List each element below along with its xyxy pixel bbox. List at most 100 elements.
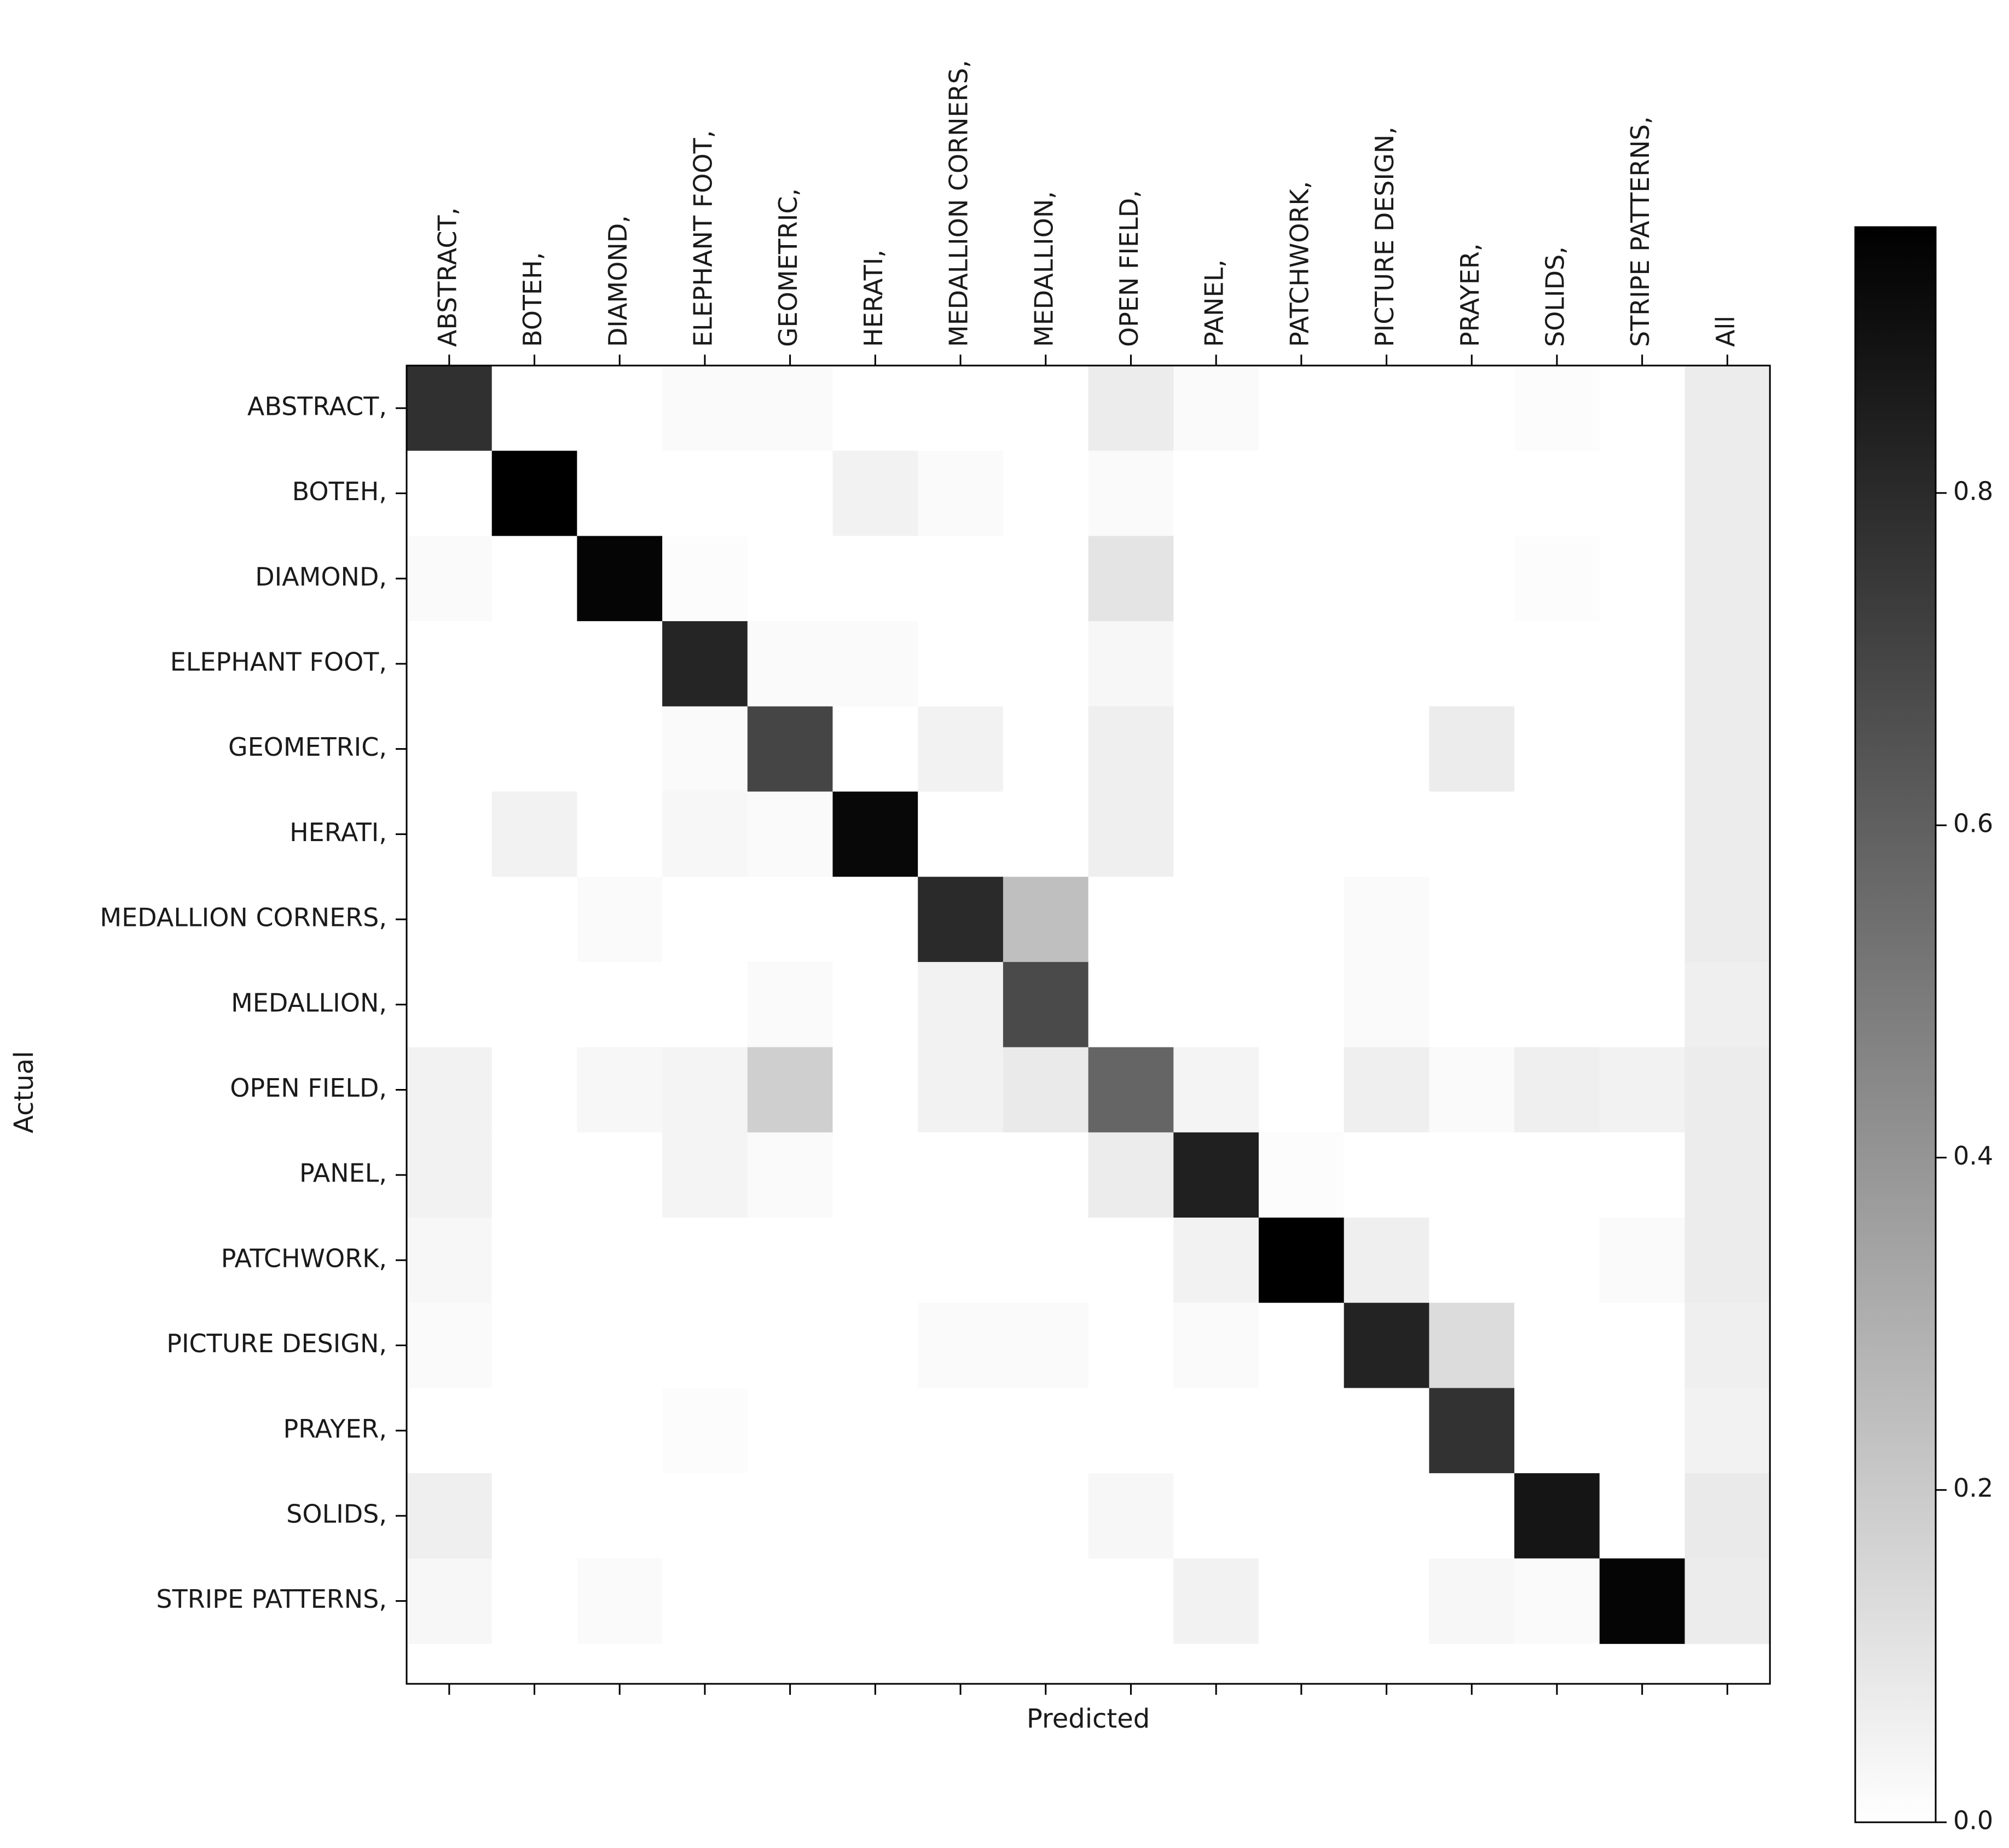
heatmap-cell (1003, 1558, 1089, 1644)
heatmap-cell (747, 1302, 833, 1388)
y-tick-label: ELEPHANT FOOT, (170, 647, 387, 676)
heatmap-cell (1259, 877, 1345, 963)
x-tick-label: MEDALLION, (1029, 191, 1058, 347)
heatmap-cell (1003, 961, 1089, 1048)
heatmap-cell (1429, 961, 1515, 1048)
heatmap-cell (1259, 450, 1345, 536)
x-tick-label: HERATI, (859, 250, 888, 347)
heatmap-cell (1003, 877, 1089, 963)
x-tick-label: All (1711, 316, 1740, 347)
heatmap-cell (1173, 961, 1259, 1048)
heatmap-cell (1599, 1302, 1686, 1388)
x-tick-label: ELEPHANT FOOT, (688, 130, 717, 347)
heatmap-cell (832, 1218, 918, 1304)
heatmap-cell (918, 1558, 1004, 1644)
heatmap-cell (662, 877, 748, 963)
heatmap-cell (832, 1132, 918, 1218)
heatmap-cell (1173, 536, 1259, 622)
heatmap-cell (1088, 1132, 1174, 1218)
heatmap-cell (1684, 450, 1770, 536)
heatmap-cell (577, 877, 663, 963)
heatmap-cell (1259, 621, 1345, 707)
heatmap-cell (1599, 450, 1686, 536)
heatmap-cell (1514, 1388, 1600, 1474)
heatmap-cell (491, 706, 577, 792)
y-tick-label: MEDALLION CORNERS, (100, 903, 387, 932)
colorbar-tick-label: 0.4 (1953, 1141, 1993, 1171)
y-axis-label: Actual (9, 1051, 39, 1133)
heatmap-cell (1599, 1047, 1686, 1133)
heatmap-cell (407, 450, 493, 536)
heatmap-cell (1173, 1047, 1259, 1133)
heatmap-cell (407, 791, 493, 877)
heatmap-cell (747, 1473, 833, 1559)
heatmap-cell (1173, 877, 1259, 963)
heatmap-cell (1344, 961, 1429, 1048)
heatmap-cell (1088, 961, 1174, 1048)
heatmap-cell (407, 1388, 493, 1474)
heatmap-cell (1003, 1132, 1089, 1218)
heatmap-cell (491, 366, 577, 451)
heatmap-cell (577, 1388, 663, 1474)
heatmap-cell (1429, 536, 1515, 622)
heatmap-cell (1173, 450, 1259, 536)
heatmap-cell (491, 450, 577, 536)
heatmap-cell (1684, 1218, 1770, 1304)
heatmap-cell (832, 536, 918, 622)
heatmap-cell (407, 877, 493, 963)
heatmap-cell (1259, 1132, 1345, 1218)
heatmap-cell (1684, 366, 1770, 451)
heatmap-cell (832, 1302, 918, 1388)
heatmap-cell (747, 1047, 833, 1133)
y-tick-label: DIAMOND, (255, 562, 387, 592)
heatmap-cell (1514, 961, 1600, 1048)
heatmap-cells (407, 366, 1770, 1644)
heatmap-cell (918, 706, 1004, 792)
heatmap-cell (1003, 536, 1089, 622)
heatmap-cell (1344, 1473, 1429, 1559)
heatmap-cell (577, 1047, 663, 1133)
y-tick-label: MEDALLION, (231, 988, 387, 1017)
heatmap-cell (1599, 791, 1686, 877)
x-tick-label: ABSTRACT, (432, 207, 462, 347)
y-tick-label: BOTEH, (292, 477, 387, 506)
heatmap-cell (1514, 877, 1600, 963)
heatmap-cell (1599, 366, 1686, 451)
x-tick-label: OPEN FIELD, (1114, 190, 1144, 347)
heatmap-cell (662, 1558, 748, 1644)
heatmap-cell (918, 877, 1004, 963)
heatmap-cell (1259, 1302, 1345, 1388)
heatmap-cell (1259, 1218, 1345, 1304)
heatmap-cell (407, 1132, 493, 1218)
heatmap-cell (918, 1473, 1004, 1559)
heatmap-cell (832, 791, 918, 877)
colorbar (1854, 226, 1937, 1823)
axis-ticks (396, 355, 1728, 1695)
y-tick-label: HERATI, (290, 818, 387, 847)
heatmap-cell (662, 961, 748, 1048)
heatmap-cell (1344, 621, 1429, 707)
y-tick-label: SOLIDS, (286, 1499, 387, 1528)
heatmap-cell (1003, 1302, 1089, 1388)
x-tick-label: PATCHWORK, (1284, 181, 1314, 347)
y-tick-label: PICTURE DESIGN, (166, 1329, 387, 1358)
heatmap-cell (1003, 450, 1089, 536)
heatmap-cell (1088, 621, 1174, 707)
colorbar-tick-label: 0.6 (1953, 809, 1993, 838)
heatmap-cell (491, 621, 577, 707)
heatmap-cell (1088, 1047, 1174, 1133)
heatmap-cell (662, 1302, 748, 1388)
heatmap-cell (1684, 877, 1770, 963)
heatmap-cell (1429, 1302, 1515, 1388)
heatmap-cell (1173, 1218, 1259, 1304)
heatmap-cell (662, 706, 748, 792)
heatmap-cell (491, 1132, 577, 1218)
heatmap-cell (747, 1132, 833, 1218)
heatmap-cell (407, 961, 493, 1048)
heatmap-cell (747, 621, 833, 707)
x-tick-label: STRIPE PATTERNS, (1625, 116, 1655, 347)
heatmap-cell (1684, 791, 1770, 877)
heatmap-cell (1684, 621, 1770, 707)
heatmap-cell (747, 1218, 833, 1304)
heatmap-cell (832, 621, 918, 707)
